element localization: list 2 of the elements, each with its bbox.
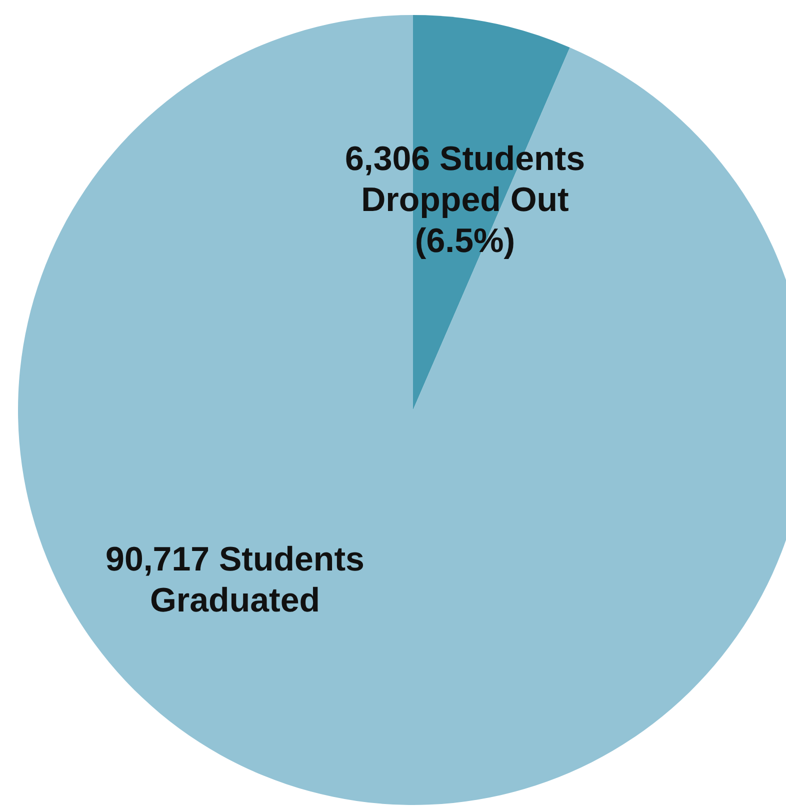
slice-label: 6,306 Students Dropped Out (6.5%) (345, 140, 585, 260)
slice-label: 90,717 Students Graduated (106, 540, 364, 620)
